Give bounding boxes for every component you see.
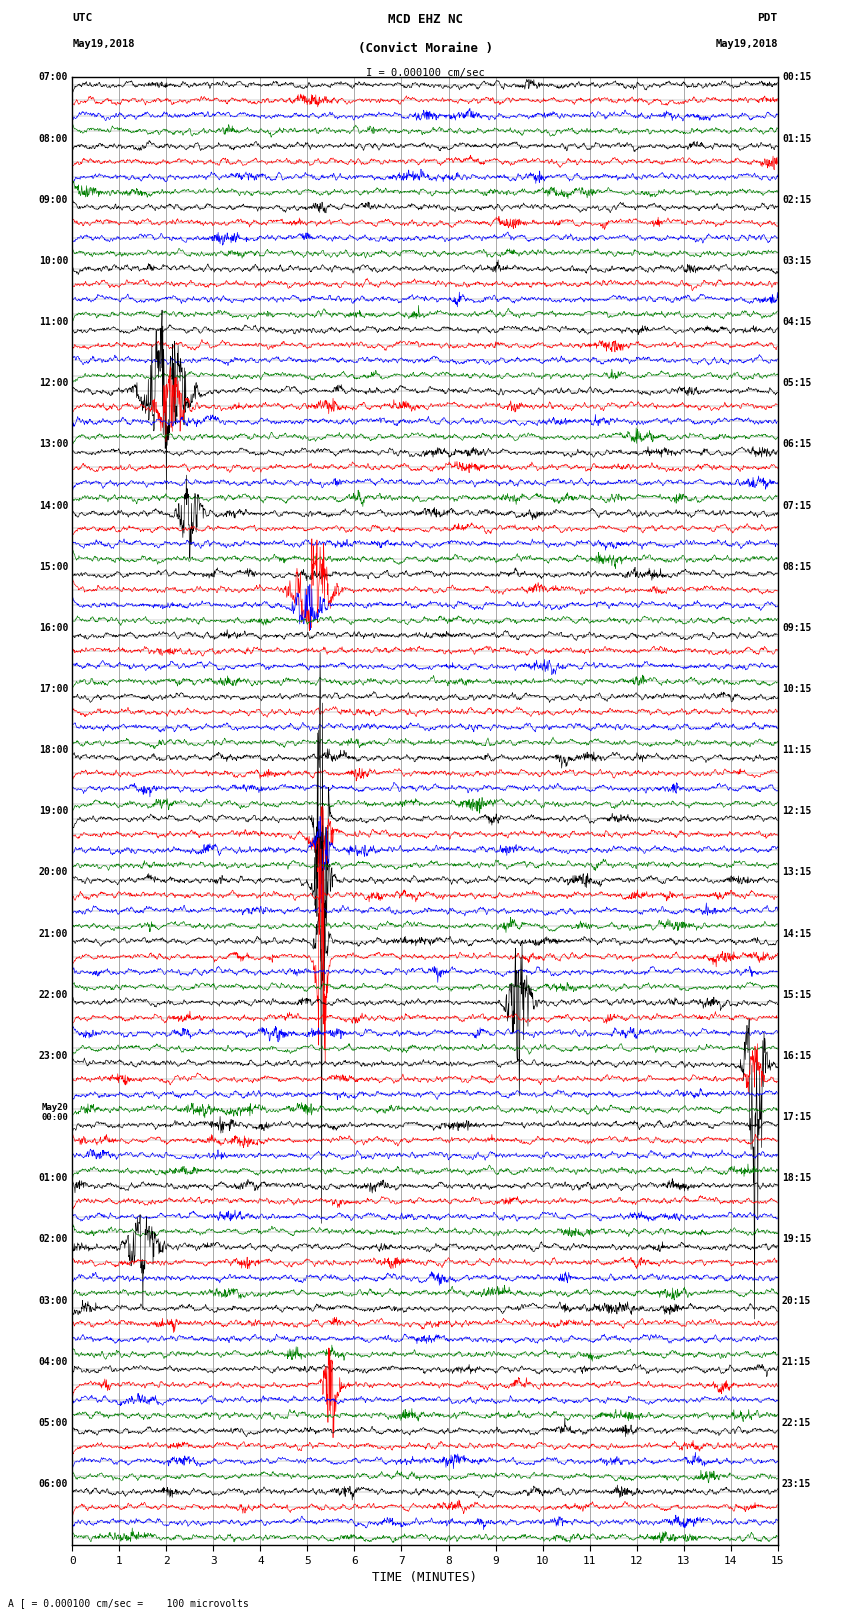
Text: May20: May20 bbox=[41, 1103, 68, 1111]
X-axis label: TIME (MINUTES): TIME (MINUTES) bbox=[372, 1571, 478, 1584]
Text: 18:15: 18:15 bbox=[782, 1173, 812, 1184]
Text: 17:00: 17:00 bbox=[38, 684, 68, 694]
Text: 16:15: 16:15 bbox=[782, 1052, 812, 1061]
Text: 10:15: 10:15 bbox=[782, 684, 812, 694]
Text: 02:15: 02:15 bbox=[782, 195, 812, 205]
Text: 17:15: 17:15 bbox=[782, 1111, 812, 1123]
Text: I = 0.000100 cm/sec: I = 0.000100 cm/sec bbox=[366, 68, 484, 77]
Text: 08:00: 08:00 bbox=[38, 134, 68, 144]
Text: 05:15: 05:15 bbox=[782, 377, 812, 389]
Text: 01:15: 01:15 bbox=[782, 134, 812, 144]
Text: 09:15: 09:15 bbox=[782, 623, 812, 632]
Text: 06:00: 06:00 bbox=[38, 1479, 68, 1489]
Text: 19:15: 19:15 bbox=[782, 1234, 812, 1245]
Text: A [ = 0.000100 cm/sec =    100 microvolts: A [ = 0.000100 cm/sec = 100 microvolts bbox=[8, 1598, 249, 1608]
Text: 16:00: 16:00 bbox=[38, 623, 68, 632]
Text: 23:00: 23:00 bbox=[38, 1052, 68, 1061]
Text: 04:00: 04:00 bbox=[38, 1357, 68, 1366]
Text: 18:00: 18:00 bbox=[38, 745, 68, 755]
Text: 06:15: 06:15 bbox=[782, 439, 812, 450]
Text: 04:15: 04:15 bbox=[782, 318, 812, 327]
Text: 22:00: 22:00 bbox=[38, 990, 68, 1000]
Text: 03:15: 03:15 bbox=[782, 256, 812, 266]
Text: MCD EHZ NC: MCD EHZ NC bbox=[388, 13, 462, 26]
Text: 10:00: 10:00 bbox=[38, 256, 68, 266]
Text: 11:15: 11:15 bbox=[782, 745, 812, 755]
Text: UTC: UTC bbox=[72, 13, 93, 23]
Text: 21:15: 21:15 bbox=[782, 1357, 812, 1366]
Text: 15:15: 15:15 bbox=[782, 990, 812, 1000]
Text: 05:00: 05:00 bbox=[38, 1418, 68, 1428]
Text: 14:00: 14:00 bbox=[38, 500, 68, 511]
Text: 19:00: 19:00 bbox=[38, 806, 68, 816]
Text: 11:00: 11:00 bbox=[38, 318, 68, 327]
Text: 13:15: 13:15 bbox=[782, 868, 812, 877]
Text: 03:00: 03:00 bbox=[38, 1295, 68, 1305]
Text: 00:00: 00:00 bbox=[41, 1113, 68, 1121]
Text: 14:15: 14:15 bbox=[782, 929, 812, 939]
Text: 07:00: 07:00 bbox=[38, 73, 68, 82]
Text: 13:00: 13:00 bbox=[38, 439, 68, 450]
Text: 09:00: 09:00 bbox=[38, 195, 68, 205]
Text: 12:00: 12:00 bbox=[38, 377, 68, 389]
Text: 07:15: 07:15 bbox=[782, 500, 812, 511]
Text: 08:15: 08:15 bbox=[782, 561, 812, 571]
Text: 02:00: 02:00 bbox=[38, 1234, 68, 1245]
Text: 20:15: 20:15 bbox=[782, 1295, 812, 1305]
Text: (Convict Moraine ): (Convict Moraine ) bbox=[358, 42, 492, 55]
Text: PDT: PDT bbox=[757, 13, 778, 23]
Text: 00:15: 00:15 bbox=[782, 73, 812, 82]
Text: 23:15: 23:15 bbox=[782, 1479, 812, 1489]
Text: 21:00: 21:00 bbox=[38, 929, 68, 939]
Text: 22:15: 22:15 bbox=[782, 1418, 812, 1428]
Text: 20:00: 20:00 bbox=[38, 868, 68, 877]
Text: 01:00: 01:00 bbox=[38, 1173, 68, 1184]
Text: 12:15: 12:15 bbox=[782, 806, 812, 816]
Text: May19,2018: May19,2018 bbox=[72, 39, 135, 48]
Text: 15:00: 15:00 bbox=[38, 561, 68, 571]
Text: May19,2018: May19,2018 bbox=[715, 39, 778, 48]
